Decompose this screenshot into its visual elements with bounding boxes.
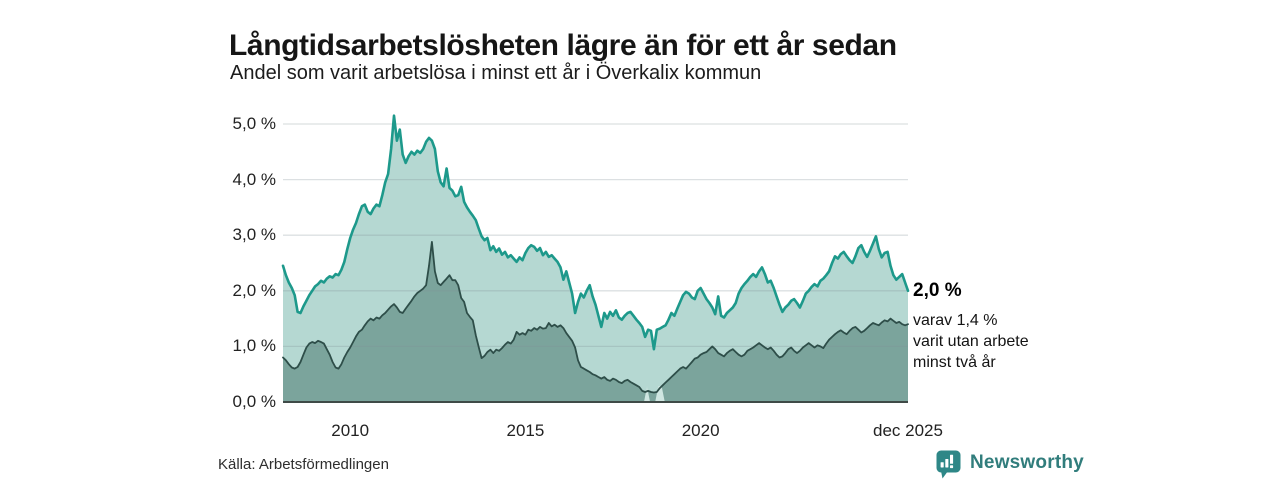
source-label: Källa: Arbetsförmedlingen <box>218 456 389 473</box>
newsworthy-icon <box>936 450 961 479</box>
end-value-note-line: varit utan arbete <box>913 333 1029 350</box>
x-tick-label: dec 2025 <box>873 421 943 440</box>
end-value-note-line: minst två år <box>913 354 996 371</box>
series-line-1 <box>282 241 909 394</box>
y-tick-label: 2,0 % <box>232 280 276 300</box>
chart-subtitle: Andel som varit arbetslösa i minst ett å… <box>230 62 762 84</box>
newsworthy-logo: Newsworthy <box>936 450 1084 479</box>
end-value-annotation: 2,0 % varav 1,4 % varit utan arbete mins… <box>913 280 1063 373</box>
y-tick-label: 4,0 % <box>232 169 276 189</box>
end-value-note-line: varav 1,4 % <box>913 312 998 329</box>
series-area-1 <box>283 241 908 402</box>
chart-title: Långtidsarbetslösheten lägre än för ett … <box>229 29 897 63</box>
data-gap-patch <box>644 386 650 401</box>
x-tick-label: 2015 <box>506 421 545 440</box>
end-value-note: varav 1,4 % varit utan arbete minst två … <box>913 310 1063 373</box>
y-tick-label: 5,0 % <box>232 114 276 133</box>
series-line-0 <box>281 114 910 351</box>
y-tick-label: 1,0 % <box>232 336 276 356</box>
y-tick-label: 0,0 % <box>232 392 276 411</box>
x-tick-label: 2010 <box>331 421 370 440</box>
end-value-label: 2,0 % <box>913 280 962 301</box>
x-tick-label: 2020 <box>681 421 720 440</box>
newsworthy-wordmark: Newsworthy <box>970 452 1084 473</box>
y-tick-label: 3,0 % <box>232 225 276 245</box>
